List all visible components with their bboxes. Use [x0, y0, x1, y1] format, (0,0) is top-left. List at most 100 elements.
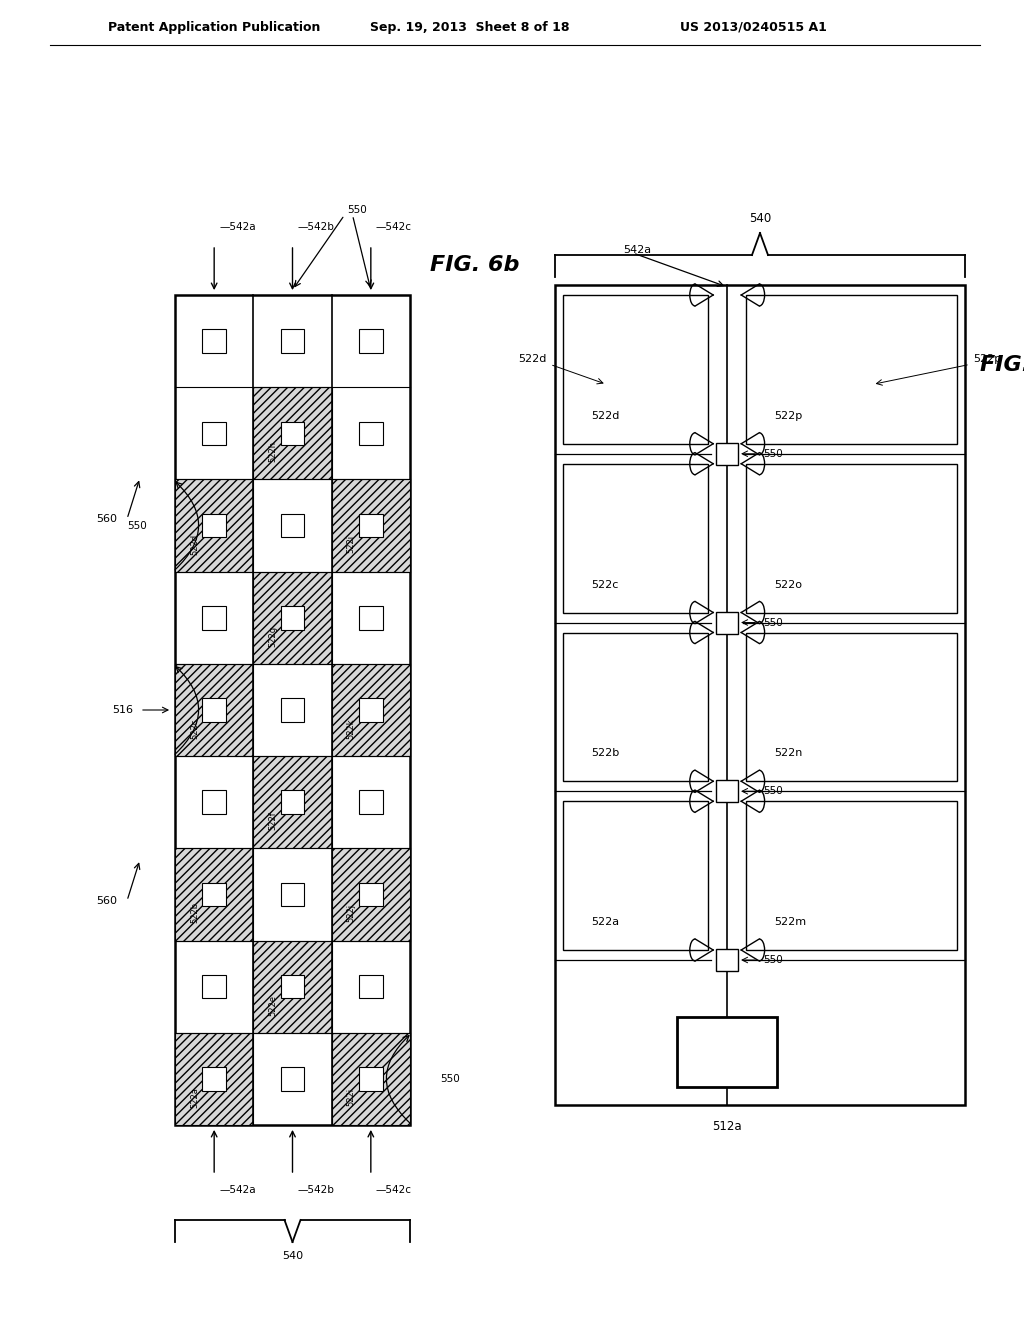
- Bar: [746, 463, 957, 612]
- Text: 522b: 522b: [190, 903, 199, 924]
- Bar: [281, 975, 304, 998]
- Text: 550: 550: [763, 954, 783, 965]
- Text: —542a: —542a: [219, 222, 256, 232]
- Bar: [359, 513, 383, 537]
- Text: 522p: 522p: [774, 411, 803, 421]
- Bar: [332, 479, 410, 572]
- Text: Patent Application Publication: Patent Application Publication: [108, 21, 321, 33]
- Text: 522m: 522m: [774, 917, 806, 927]
- Text: 560: 560: [96, 896, 117, 906]
- Bar: [253, 572, 332, 664]
- Bar: [359, 330, 383, 352]
- Bar: [359, 1067, 383, 1090]
- Bar: [281, 883, 304, 907]
- Text: 522c: 522c: [190, 718, 199, 739]
- Bar: [563, 463, 709, 612]
- Bar: [716, 611, 738, 634]
- Bar: [203, 606, 226, 630]
- Text: 522a: 522a: [190, 1086, 199, 1107]
- Text: 550: 550: [763, 787, 783, 796]
- Bar: [332, 849, 410, 941]
- Bar: [175, 294, 410, 1125]
- Bar: [203, 421, 226, 445]
- Bar: [716, 442, 738, 465]
- Bar: [253, 941, 332, 1032]
- Bar: [563, 294, 709, 444]
- Text: 550: 550: [440, 1074, 460, 1084]
- Bar: [716, 949, 738, 972]
- Text: Sep. 19, 2013  Sheet 8 of 18: Sep. 19, 2013 Sheet 8 of 18: [370, 21, 569, 33]
- Text: —542c: —542c: [376, 222, 412, 232]
- Bar: [359, 606, 383, 630]
- Bar: [746, 632, 957, 781]
- Text: 522b: 522b: [591, 748, 620, 758]
- Bar: [677, 1016, 777, 1086]
- Text: 550: 550: [127, 520, 147, 531]
- Bar: [563, 801, 709, 950]
- Text: 522j: 522j: [347, 904, 355, 921]
- Text: 522o: 522o: [774, 579, 802, 590]
- Text: 522k: 522k: [347, 718, 355, 739]
- Bar: [175, 664, 253, 756]
- Bar: [746, 294, 957, 444]
- Bar: [359, 883, 383, 907]
- Text: 540: 540: [282, 1251, 303, 1261]
- Bar: [203, 883, 226, 907]
- Text: 512a: 512a: [713, 1119, 742, 1133]
- Text: 522f: 522f: [268, 812, 278, 830]
- Text: 522c: 522c: [591, 579, 618, 590]
- Text: 540: 540: [749, 213, 771, 226]
- Bar: [203, 791, 226, 814]
- Text: 522p: 522p: [973, 354, 1001, 364]
- Text: 522i: 522i: [347, 1088, 355, 1106]
- Bar: [253, 756, 332, 849]
- Bar: [281, 698, 304, 722]
- Bar: [281, 421, 304, 445]
- Text: 522d: 522d: [518, 354, 547, 364]
- Text: 522e: 522e: [268, 994, 278, 1015]
- Text: —542b: —542b: [298, 1185, 335, 1195]
- Text: 522i: 522i: [347, 535, 355, 553]
- Bar: [175, 849, 253, 941]
- Bar: [203, 513, 226, 537]
- Text: 522h: 522h: [268, 441, 278, 462]
- Text: 550: 550: [347, 205, 368, 215]
- Bar: [359, 698, 383, 722]
- Text: 516: 516: [112, 705, 133, 715]
- Text: 522d: 522d: [591, 411, 620, 421]
- Text: 550: 550: [763, 618, 783, 627]
- Text: 550: 550: [763, 449, 783, 459]
- Bar: [716, 780, 738, 803]
- Text: 522g: 522g: [268, 626, 278, 647]
- Bar: [359, 975, 383, 998]
- Text: US 2013/0240515 A1: US 2013/0240515 A1: [680, 21, 826, 33]
- Text: —542b: —542b: [298, 222, 335, 232]
- Bar: [253, 387, 332, 479]
- Bar: [359, 421, 383, 445]
- Bar: [203, 1067, 226, 1090]
- Bar: [332, 1032, 410, 1125]
- Text: —542a: —542a: [219, 1185, 256, 1195]
- Bar: [281, 791, 304, 814]
- Bar: [281, 513, 304, 537]
- Text: FIG. 6b: FIG. 6b: [430, 255, 519, 275]
- Text: 522a: 522a: [591, 917, 620, 927]
- Text: 522n: 522n: [774, 748, 803, 758]
- Bar: [332, 664, 410, 756]
- Text: 542a: 542a: [623, 246, 651, 255]
- Text: 522d: 522d: [190, 533, 199, 554]
- Bar: [563, 632, 709, 781]
- Bar: [175, 479, 253, 572]
- Bar: [281, 606, 304, 630]
- Bar: [203, 330, 226, 352]
- Bar: [203, 698, 226, 722]
- Bar: [281, 1067, 304, 1090]
- Bar: [175, 1032, 253, 1125]
- Bar: [203, 975, 226, 998]
- Bar: [746, 801, 957, 950]
- Text: 560: 560: [96, 513, 117, 524]
- Bar: [281, 330, 304, 352]
- Bar: [555, 285, 965, 1105]
- Text: —542c: —542c: [376, 1185, 412, 1195]
- Text: FIG. 6c: FIG. 6c: [980, 355, 1024, 375]
